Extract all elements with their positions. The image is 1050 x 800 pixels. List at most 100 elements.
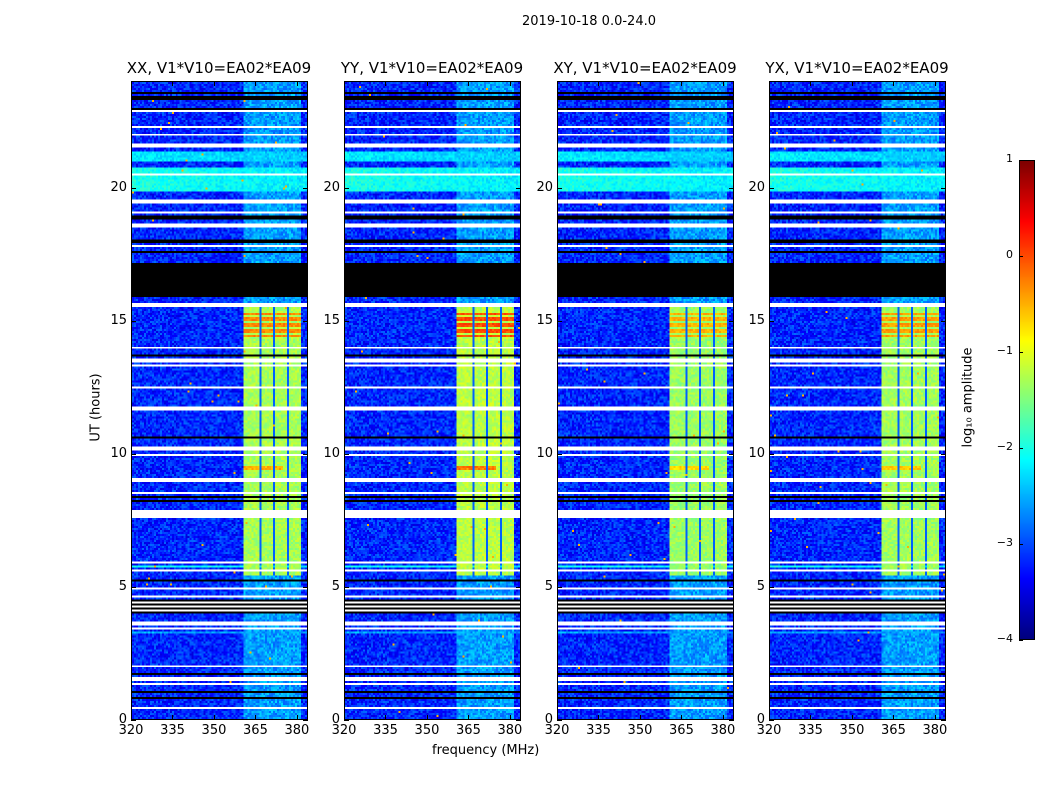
x-tick-mark: [468, 715, 470, 720]
x-tick-mark: [255, 715, 257, 720]
y-tick-mark: [941, 720, 946, 721]
y-tick-mark: [941, 187, 946, 189]
x-tick-mark: [893, 81, 895, 86]
x-tick-label: 350: [414, 723, 440, 738]
colorbar-tick-mark: [1019, 544, 1023, 545]
y-tick-label: 10: [110, 445, 127, 461]
colorbar-tick-mark: [1019, 256, 1023, 257]
spectrogram-panel: [344, 81, 521, 720]
colorbar-tick-label: −1: [996, 344, 1013, 357]
x-tick-label: 380: [284, 723, 310, 738]
y-tick-mark: [729, 720, 734, 721]
x-tick-mark: [722, 81, 724, 86]
x-tick-label: 350: [839, 723, 865, 738]
x-tick-label: 365: [669, 723, 694, 738]
x-tick-label: 335: [373, 723, 398, 738]
x-tick-mark: [296, 81, 298, 86]
y-tick-mark: [131, 453, 136, 455]
y-tick-label: 15: [748, 312, 765, 328]
y-tick-label: 0: [756, 712, 765, 727]
y-tick-label: 15: [323, 312, 340, 328]
y-tick-mark: [769, 187, 774, 189]
y-tick-mark: [557, 586, 562, 588]
x-tick-mark: [344, 81, 345, 86]
x-tick-mark: [344, 715, 345, 720]
x-tick-mark: [131, 715, 132, 720]
x-tick-mark: [769, 715, 770, 720]
x-tick-label: 320: [118, 723, 144, 738]
x-tick-label: 335: [798, 723, 823, 738]
x-tick-label: 320: [331, 723, 357, 738]
y-tick-mark: [729, 320, 734, 322]
y-tick-mark: [729, 187, 734, 189]
colorbar-tick-label: −2: [996, 440, 1013, 453]
y-tick-mark: [557, 187, 562, 189]
y-tick-mark: [769, 720, 774, 721]
x-tick-mark: [639, 715, 641, 720]
panel-title: XX, V1*V10=EA02*EA09: [126, 59, 312, 77]
x-tick-mark: [722, 715, 724, 720]
x-tick-mark: [131, 81, 132, 86]
y-tick-label: 5: [118, 578, 127, 594]
spectrogram-image: [770, 82, 945, 719]
x-tick-mark: [509, 715, 511, 720]
figure-title: 2019-10-18 0.0-24.0: [522, 14, 656, 29]
spectrogram-panel: [769, 81, 946, 720]
y-tick-mark: [131, 320, 136, 322]
x-tick-mark: [810, 81, 812, 86]
y-tick-label: 5: [544, 578, 553, 594]
x-tick-mark: [934, 715, 936, 720]
y-tick-label: 5: [331, 578, 340, 594]
x-tick-label: 365: [881, 723, 906, 738]
x-tick-label: 380: [922, 723, 948, 738]
y-tick-mark: [557, 720, 562, 721]
x-tick-mark: [296, 715, 298, 720]
panel-title: YX, V1*V10=EA02*EA09: [765, 59, 949, 77]
spectrogram-image: [558, 82, 733, 719]
colorbar-tick-mark: [1019, 448, 1023, 449]
x-tick-label: 365: [456, 723, 481, 738]
x-tick-label: 365: [243, 723, 268, 738]
y-tick-mark: [344, 720, 349, 721]
x-tick-mark: [213, 715, 215, 720]
y-tick-mark: [769, 320, 774, 322]
y-tick-mark: [557, 453, 562, 455]
y-tick-mark: [303, 320, 308, 322]
y-tick-mark: [303, 586, 308, 588]
y-tick-mark: [131, 720, 136, 721]
colorbar-tick-label: −3: [996, 536, 1013, 549]
y-tick-mark: [516, 320, 521, 322]
y-tick-label: 5: [756, 578, 765, 594]
y-tick-label: 15: [110, 312, 127, 328]
x-tick-label: 335: [160, 723, 185, 738]
y-tick-mark: [941, 586, 946, 588]
y-tick-mark: [303, 720, 308, 721]
x-axis-label: frequency (MHz): [432, 743, 540, 758]
x-tick-label: 350: [627, 723, 653, 738]
spectrogram-panel: [131, 81, 308, 720]
x-tick-label: 380: [710, 723, 736, 738]
y-tick-mark: [516, 720, 521, 721]
y-tick-label: 0: [331, 712, 340, 727]
y-tick-mark: [516, 453, 521, 455]
x-tick-mark: [893, 715, 895, 720]
x-tick-mark: [598, 81, 600, 86]
colorbar-tick-mark: [1019, 160, 1023, 161]
y-tick-label: 20: [748, 179, 765, 195]
y-tick-label: 20: [323, 179, 340, 195]
x-tick-mark: [851, 81, 853, 86]
spectrogram-image: [345, 82, 520, 719]
y-tick-mark: [344, 453, 349, 455]
colorbar-label: log₁₀ amplitude: [960, 347, 976, 448]
y-tick-mark: [729, 586, 734, 588]
panel-title: YY, V1*V10=EA02*EA09: [340, 59, 524, 77]
y-tick-label: 20: [536, 179, 553, 195]
x-tick-label: 320: [544, 723, 570, 738]
x-tick-mark: [681, 715, 683, 720]
spectrogram-image: [132, 82, 307, 719]
x-tick-mark: [426, 715, 428, 720]
y-tick-mark: [131, 187, 136, 189]
colorbar-tick-mark: [1019, 640, 1023, 641]
y-tick-mark: [516, 586, 521, 588]
